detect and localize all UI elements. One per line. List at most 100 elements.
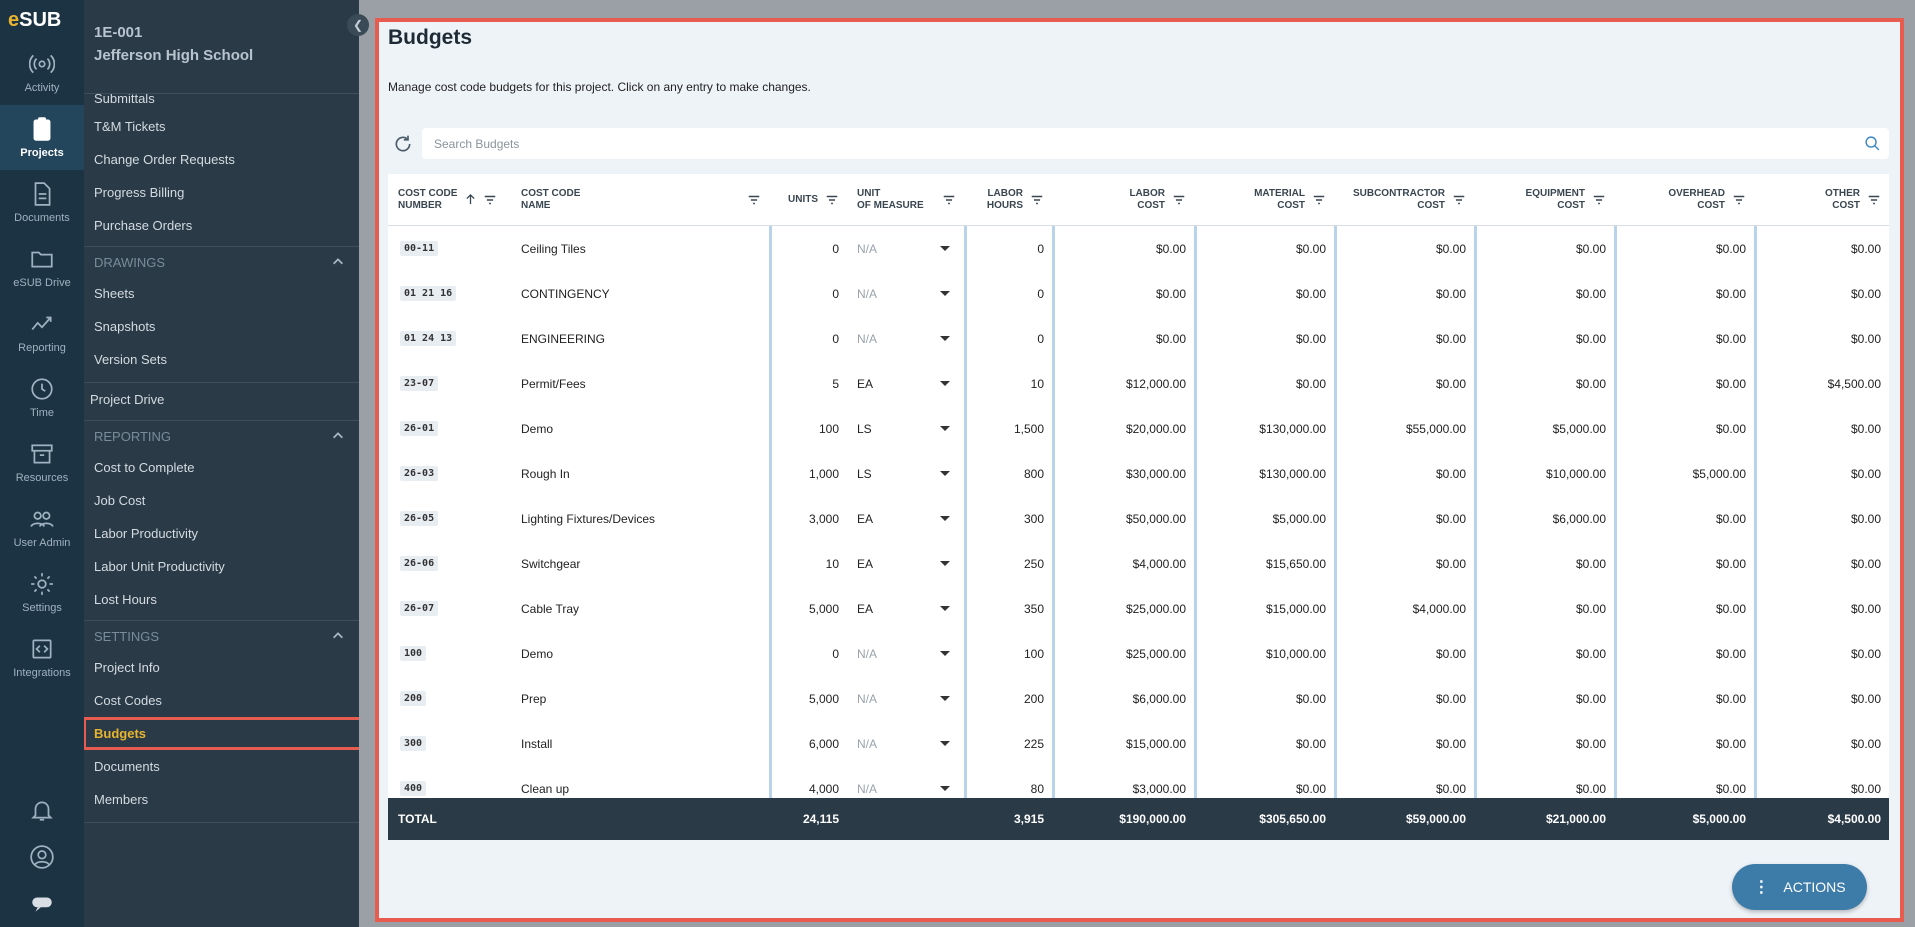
table-row[interactable]: 100 Demo 0 N/A 100 $25,000.00 $10,000.00 $0.00 $… bbox=[388, 631, 1889, 676]
unit-of-measure-select[interactable]: N/A bbox=[847, 316, 964, 361]
sort-ascending-icon[interactable] bbox=[465, 194, 476, 205]
nav-purchase-orders[interactable]: Purchase Orders bbox=[94, 218, 193, 233]
filter-icon[interactable] bbox=[825, 193, 839, 207]
column-header[interactable]: MATERIAL COST bbox=[1194, 174, 1334, 225]
filter-icon[interactable] bbox=[1867, 193, 1881, 207]
table-row[interactable]: 01 24 13 ENGINEERING 0 N/A 0 $0.00 $0.00 $0.00 $… bbox=[388, 316, 1889, 361]
nav-snapshots[interactable]: Snapshots bbox=[94, 319, 156, 334]
filter-icon[interactable] bbox=[1452, 193, 1466, 207]
cost-code-cell: 01 24 13 bbox=[388, 316, 511, 361]
column-header[interactable]: LABOR HOURS bbox=[964, 174, 1052, 225]
unit-of-measure-select[interactable]: EA bbox=[847, 496, 964, 541]
esub-logo[interactable]: e SUB bbox=[8, 8, 62, 31]
filter-icon[interactable] bbox=[1312, 193, 1326, 207]
user-profile-icon[interactable] bbox=[0, 833, 84, 880]
column-header[interactable]: UNIT OF MEASURE bbox=[847, 174, 964, 225]
unit-of-measure-select[interactable]: N/A bbox=[847, 271, 964, 316]
filter-icon[interactable] bbox=[483, 193, 497, 207]
column-header[interactable]: LABOR COST bbox=[1052, 174, 1194, 225]
table-row[interactable]: 26-07 Cable Tray 5,000 EA 350 $25,000.00 $15,0… bbox=[388, 586, 1889, 631]
table-row[interactable]: 23-07 Permit/Fees 5 EA 10 $12,000.00 $0.00 $0.0… bbox=[388, 361, 1889, 406]
nav-progress-billing[interactable]: Progress Billing bbox=[94, 185, 185, 200]
cost-code-cell: 400 bbox=[388, 766, 511, 798]
section-reporting[interactable]: REPORTING bbox=[84, 420, 359, 451]
cost-code-chip: 300 bbox=[400, 736, 427, 751]
table-row[interactable]: 00-11 Ceiling Tiles 0 N/A 0 $0.00 $0.00 $0.00 $0… bbox=[388, 226, 1889, 271]
search-icon[interactable] bbox=[1864, 135, 1881, 152]
cost-code-cell: 100 bbox=[388, 631, 511, 676]
filter-icon[interactable] bbox=[747, 193, 761, 207]
nav-job-cost[interactable]: Job Cost bbox=[94, 493, 146, 508]
actions-button[interactable]: ⋮ ACTIONS bbox=[1732, 864, 1867, 910]
nav-version-sets[interactable]: Version Sets bbox=[94, 352, 167, 367]
table-cell: $4,000.00 bbox=[1334, 586, 1474, 631]
unit-of-measure-select[interactable]: N/A bbox=[847, 226, 964, 271]
nav-members[interactable]: Members bbox=[94, 792, 149, 807]
section-settings[interactable]: SETTINGS bbox=[84, 620, 359, 651]
rail-item-esub-drive[interactable]: eSUB Drive bbox=[0, 235, 84, 300]
nav-project-info[interactable]: Project Info bbox=[94, 660, 160, 675]
nav-project-drive[interactable]: Project Drive bbox=[90, 392, 165, 407]
unit-of-measure-select[interactable]: EA bbox=[847, 361, 964, 406]
nav-sheets[interactable]: Sheets bbox=[94, 286, 135, 301]
table-row[interactable]: 300 Install 6,000 N/A 225 $15,000.00 $0.00 $0.0… bbox=[388, 721, 1889, 766]
rail-item-reporting[interactable]: Reporting bbox=[0, 300, 84, 365]
rail-item-time[interactable]: Time bbox=[0, 365, 84, 430]
unit-of-measure-select[interactable]: LS bbox=[847, 451, 964, 496]
unit-of-measure-select[interactable]: N/A bbox=[847, 631, 964, 676]
table-row[interactable]: 400 Clean up 4,000 N/A 80 $3,000.00 $0.00 $0.00… bbox=[388, 766, 1889, 798]
column-header[interactable]: COST CODE NAME bbox=[511, 174, 769, 225]
nav-documents[interactable]: Documents bbox=[94, 759, 160, 774]
nav-labor-unit-productivity[interactable]: Labor Unit Productivity bbox=[94, 559, 225, 574]
filter-icon[interactable] bbox=[942, 193, 956, 207]
column-header[interactable]: UNITS bbox=[769, 174, 847, 225]
table-cell: $0.00 bbox=[1474, 541, 1614, 586]
rail-item-resources[interactable]: Resources bbox=[0, 430, 84, 495]
unit-of-measure-select[interactable]: N/A bbox=[847, 766, 964, 798]
table-cell: $0.00 bbox=[1614, 406, 1754, 451]
rail-item-user-admin[interactable]: User Admin bbox=[0, 495, 84, 560]
refresh-icon[interactable] bbox=[393, 134, 413, 154]
filter-icon[interactable] bbox=[1732, 193, 1746, 207]
nav-cost-to-complete[interactable]: Cost to Complete bbox=[94, 460, 195, 475]
table-row[interactable]: 26-01 Demo 100 LS 1,500 $20,000.00 $130,000.00… bbox=[388, 406, 1889, 451]
filter-icon[interactable] bbox=[1030, 193, 1044, 207]
bell-icon[interactable] bbox=[0, 786, 84, 833]
unit-of-measure-select[interactable]: EA bbox=[847, 541, 964, 586]
nav-t-m-tickets[interactable]: T&M Tickets bbox=[94, 119, 166, 134]
unit-of-measure-select[interactable]: LS bbox=[847, 406, 964, 451]
table-row[interactable]: 01 21 16 CONTINGENCY 0 N/A 0 $0.00 $0.00 $0.00 $… bbox=[388, 271, 1889, 316]
cost-code-cell: 200 bbox=[388, 676, 511, 721]
nav-budgets[interactable]: Budgets bbox=[84, 717, 359, 750]
column-header[interactable]: SUBCONTRACTOR COST bbox=[1334, 174, 1474, 225]
rail-item-activity[interactable]: Activity bbox=[0, 40, 84, 105]
search-input[interactable] bbox=[422, 128, 1889, 159]
nav-change-order-requests[interactable]: Change Order Requests bbox=[94, 152, 235, 167]
table-row[interactable]: 26-06 Switchgear 10 EA 250 $4,000.00 $15,650.0… bbox=[388, 541, 1889, 586]
unit-of-measure-select[interactable]: N/A bbox=[847, 676, 964, 721]
unit-of-measure-select[interactable]: N/A bbox=[847, 721, 964, 766]
unit-of-measure-select[interactable]: EA bbox=[847, 586, 964, 631]
section-drawings[interactable]: DRAWINGS bbox=[84, 246, 359, 277]
column-header[interactable]: COST CODE NUMBER bbox=[388, 174, 511, 225]
nav-submittals[interactable]: Submittals bbox=[94, 94, 155, 106]
table-cell: $0.00 bbox=[1334, 316, 1474, 361]
rail-item-settings[interactable]: Settings bbox=[0, 560, 84, 625]
nav-labor-productivity[interactable]: Labor Productivity bbox=[94, 526, 199, 541]
collapse-nav-button[interactable]: ❮ bbox=[347, 14, 369, 36]
rail-item-integrations[interactable]: Integrations bbox=[0, 625, 84, 690]
search-bar bbox=[422, 128, 1889, 159]
column-header[interactable]: OTHER COST bbox=[1754, 174, 1889, 225]
column-header[interactable]: OVERHEAD COST bbox=[1614, 174, 1754, 225]
column-header[interactable]: EQUIPMENT COST bbox=[1474, 174, 1614, 225]
nav-lost-hours[interactable]: Lost Hours bbox=[94, 592, 157, 607]
rail-item-documents[interactable]: Documents bbox=[0, 170, 84, 235]
filter-icon[interactable] bbox=[1592, 193, 1606, 207]
table-row[interactable]: 26-05 Lighting Fixtures/Devices 3,000 EA 300… bbox=[388, 496, 1889, 541]
rail-item-projects[interactable]: Projects bbox=[0, 105, 84, 170]
table-row[interactable]: 26-03 Rough In 1,000 LS 800 $30,000.00 $130,00… bbox=[388, 451, 1889, 496]
filter-icon[interactable] bbox=[1172, 193, 1186, 207]
nav-cost-codes[interactable]: Cost Codes bbox=[94, 693, 162, 708]
table-row[interactable]: 200 Prep 5,000 N/A 200 $6,000.00 $0.00 $0.00 $0.… bbox=[388, 676, 1889, 721]
chat-icon[interactable] bbox=[0, 880, 84, 927]
